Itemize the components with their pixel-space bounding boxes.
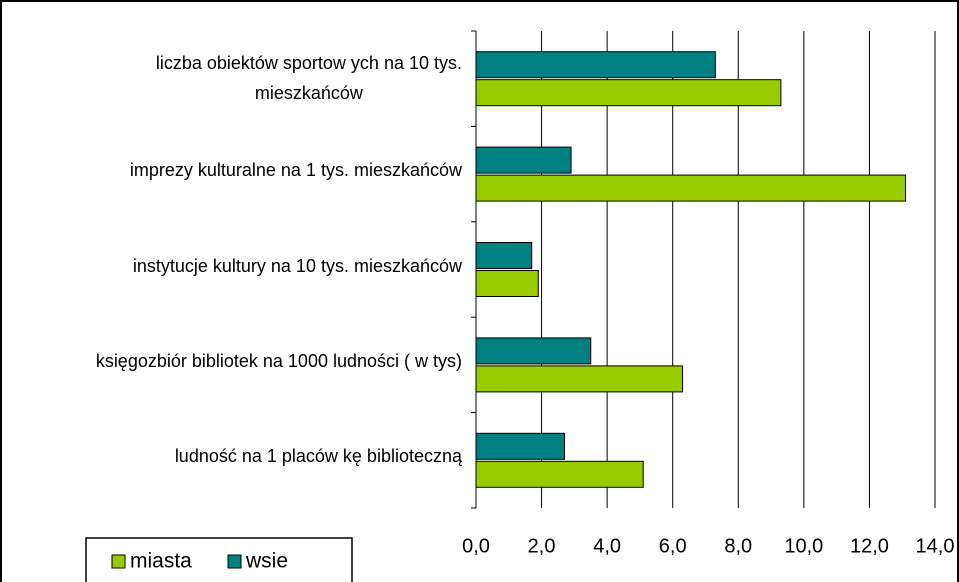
- bar: [475, 337, 592, 365]
- x-tick-label: 6,0: [659, 535, 687, 557]
- legend-label: miasta: [130, 550, 192, 573]
- x-tick-label: 14,0: [916, 535, 955, 557]
- bar: [475, 79, 782, 107]
- y-tick-label: liczba obiektów sportow ych na 10 tys. m…: [155, 52, 462, 103]
- bar: [475, 174, 906, 202]
- bar: [475, 365, 684, 393]
- y-tick-label: księgozbiór bibliotek na 1000 ludności (…: [95, 350, 462, 371]
- y-tick-label: instytucje kultury na 10 tys. mieszkańcó…: [132, 255, 462, 276]
- x-tick-label: 8,0: [724, 535, 752, 557]
- x-tick-label: 12,0: [850, 535, 889, 557]
- legend-label: wsie: [245, 550, 288, 573]
- bar: [475, 242, 533, 269]
- bar: [475, 146, 572, 174]
- legend-swatch: [111, 554, 126, 569]
- x-tick-label: 2,0: [528, 535, 556, 557]
- bar: [475, 270, 539, 297]
- legend-box: [85, 537, 353, 582]
- x-tick-label: 10,0: [784, 535, 823, 557]
- x-tick-label: 4,0: [593, 535, 621, 557]
- y-tick-label: imprezy kulturalne na 1 tys. mieszkańców: [129, 160, 462, 181]
- x-tick-label: 0,0: [462, 535, 490, 557]
- bar: [475, 432, 566, 460]
- bar: [475, 51, 716, 79]
- legend-swatch: [227, 554, 242, 569]
- bar: [475, 460, 644, 488]
- y-tick-label: ludność na 1 placów kę biblioteczną: [174, 446, 462, 467]
